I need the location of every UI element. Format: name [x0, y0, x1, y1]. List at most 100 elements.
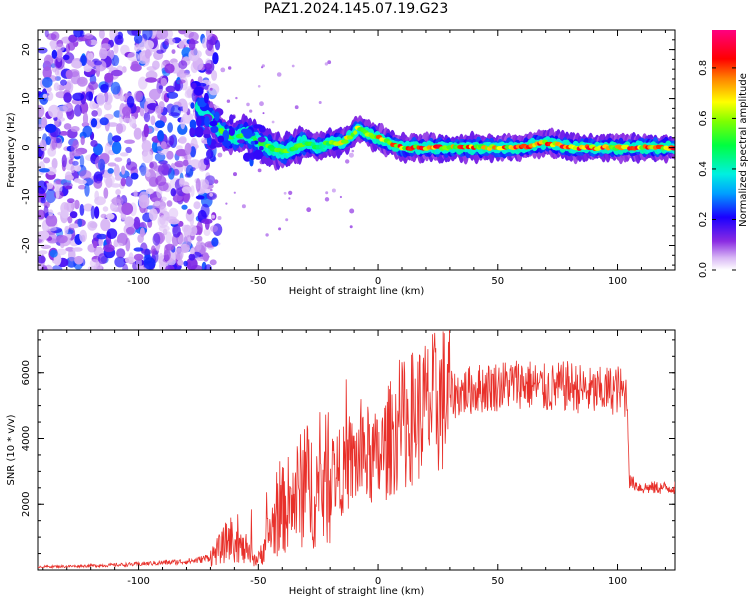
spectrogram-noise-blob [150, 245, 156, 256]
spectrogram-noise-blob [158, 224, 170, 232]
spectrogram-plot-area [38, 30, 675, 270]
spectrogram-noise-blob [113, 43, 119, 54]
spectrogram-xtick-label: -50 [250, 276, 266, 287]
spectrogram-noise-blob [120, 177, 127, 187]
spectrogram-noise-blob [43, 205, 49, 218]
spectrogram-noise-blob [100, 213, 107, 219]
spectrogram-noise-blob [139, 227, 145, 238]
spectrogram-noise-blob [107, 132, 114, 146]
spectrogram-noise-blob [79, 229, 87, 243]
spectrogram-ridge-blob [214, 111, 220, 122]
spectrogram-noise-blob [193, 201, 201, 210]
snr-xtick-label: -50 [250, 576, 266, 587]
spectrogram-noise-blob [46, 33, 57, 41]
spectrogram-noise-blob [205, 47, 215, 57]
spectrogram-noise-blob [156, 49, 164, 54]
snr-ylabel: SNR (10 * v/v) [6, 414, 17, 485]
spectrogram-noise-blob [203, 157, 210, 166]
spectrogram-noise-blob [220, 67, 226, 73]
spectrogram-noise-blob [79, 30, 85, 38]
spectrogram-noise-blob [70, 126, 80, 132]
spectrogram-noise-blob [83, 203, 94, 212]
spectrogram-noise-blob [190, 247, 195, 255]
spectrogram-noise-blob [271, 120, 275, 124]
spectrogram-noise-blob [259, 101, 264, 107]
spectrogram-noise-blob [56, 248, 67, 256]
spectrogram-noise-blob [45, 214, 58, 228]
spectrogram-noise-blob [276, 72, 282, 77]
spectrogram-noise-blob [185, 234, 192, 248]
spectrogram-noise-blob [158, 252, 164, 263]
spectrogram-xlabel: Height of straight line (km) [289, 286, 425, 297]
spectrogram-noise-blob [89, 100, 97, 110]
spectrogram-noise-blob [175, 149, 188, 157]
spectrogram-noise-blob [56, 234, 68, 244]
figure-title: PAZ1.2024.145.07.19.G23 [263, 1, 449, 17]
spectrogram-ridge-blob [253, 124, 263, 129]
spectrogram-noise-blob [45, 189, 56, 204]
snr-xlabel: Height of straight line (km) [289, 586, 425, 597]
spectrogram-noise-blob [59, 131, 69, 136]
spectrogram-ridge-blob [210, 125, 219, 133]
spectrogram-ridge-blob [203, 134, 211, 139]
spectrogram-noise-blob [38, 209, 46, 220]
spectrogram-noise-blob [166, 91, 179, 99]
spectrogram-noise-blob [154, 200, 161, 207]
snr-ytick-label: 2000 [21, 492, 32, 517]
spectrogram-noise-blob [68, 159, 73, 165]
spectrogram-noise-blob [167, 122, 174, 133]
spectrogram-ridge-blob [217, 135, 225, 143]
spectrogram-noise-blob [125, 146, 132, 154]
spectrogram-noise-blob [84, 33, 94, 40]
spectrogram-noise-blob [228, 66, 232, 70]
spectrogram-noise-blob [186, 257, 198, 270]
spectrogram-noise-blob [159, 215, 166, 226]
snr-xtick-label: 0 [375, 576, 381, 587]
spectrogram-noise-blob [211, 70, 218, 81]
spectrogram-ytick-label: -10 [21, 188, 32, 204]
spectrogram-ridge-blob [190, 102, 195, 109]
spectrogram-noise-blob [178, 30, 187, 35]
spectrogram-noise-blob [90, 205, 96, 220]
spectrogram-noise-blob [116, 123, 123, 135]
spectrogram-noise-blob [125, 176, 133, 187]
spectrogram-noise-blob [165, 243, 175, 251]
spectrogram-noise-blob [111, 141, 122, 155]
spectrogram-noise-blob [257, 85, 261, 88]
spectrogram-noise-blob [143, 40, 155, 50]
spectrogram-noise-blob [62, 54, 70, 61]
spectrogram-noise-blob [69, 211, 78, 219]
spectrogram-noise-blob [133, 90, 143, 102]
spectrogram-noise-blob [96, 233, 108, 240]
spectrogram-noise-blob [156, 30, 169, 40]
spectrogram-noise-blob [349, 225, 353, 229]
spectrogram-noise-blob [130, 172, 139, 180]
spectrogram-noise-blob [98, 30, 105, 39]
spectrogram-noise-blob [74, 151, 82, 157]
spectrogram-noise-blob [184, 142, 192, 155]
snr-ytick-label: 4000 [21, 426, 32, 451]
spectrogram-noise-blob [107, 168, 114, 174]
spectrogram-noise-blob [283, 191, 287, 195]
spectrogram-xtick-label: -100 [127, 276, 150, 287]
spectrogram-noise-blob [141, 140, 152, 152]
spectrogram-noise-blob [60, 79, 67, 86]
spectrogram-noise-blob [348, 152, 354, 158]
spectrogram-noise-blob [38, 250, 48, 255]
spectrogram-noise-blob [57, 110, 64, 120]
spectrogram-noise-blob [111, 69, 123, 77]
spectrogram-noise-blob [102, 206, 109, 212]
colorbar-tick-label: 0.2 [698, 212, 709, 228]
spectrogram-noise-blob [189, 217, 194, 226]
spectrogram-noise-blob [125, 226, 135, 235]
spectrogram-noise-blob [177, 123, 188, 135]
spectrogram-noise-blob [111, 196, 124, 206]
spectrogram-noise-blob [93, 174, 99, 183]
spectrogram-noise-blob [133, 127, 142, 140]
spectrogram-noise-blob [166, 150, 174, 160]
spectrogram-noise-blob [171, 49, 176, 54]
spectrogram-noise-blob [160, 77, 167, 87]
spectrogram-ytick-label: 10 [21, 92, 32, 105]
